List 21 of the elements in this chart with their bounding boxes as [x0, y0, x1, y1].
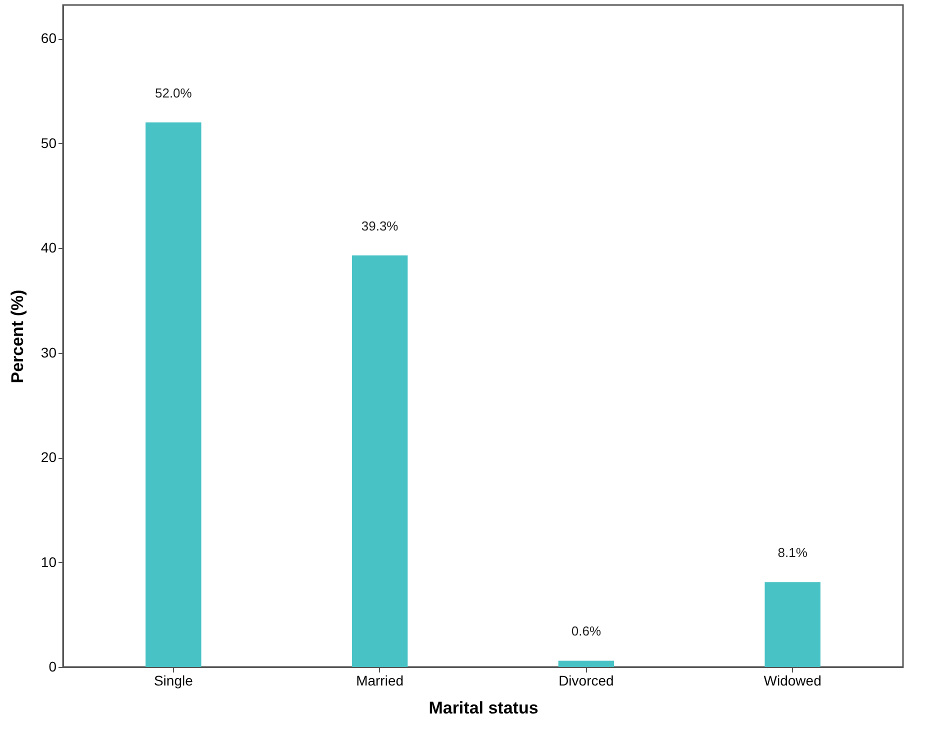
x-tick-label: Widowed	[764, 672, 822, 688]
y-axis-title: Percent (%)	[8, 290, 27, 384]
data-label: 8.1%	[778, 545, 808, 560]
data-label: 0.6%	[571, 624, 602, 639]
data-label: 52.0%	[154, 85, 192, 100]
data-label: 39.3%	[361, 218, 399, 234]
y-tick-label: 50	[40, 134, 57, 151]
y-tick-label: 40	[40, 240, 57, 256]
x-tick-label: Single	[154, 672, 194, 688]
bar	[764, 582, 820, 667]
bar	[558, 660, 614, 667]
y-tick-label: 0	[48, 658, 57, 674]
y-tick-label: 60	[40, 30, 57, 46]
y-tick-label: 20	[40, 449, 57, 466]
x-axis-title: Marital status	[428, 698, 538, 718]
x-tick-label: Divorced	[558, 672, 614, 688]
y-tick-label: 10	[40, 554, 57, 570]
bar	[352, 255, 408, 667]
bar	[146, 122, 202, 667]
y-tick-label: 30	[40, 344, 57, 360]
x-tick-label: Married	[356, 672, 404, 688]
